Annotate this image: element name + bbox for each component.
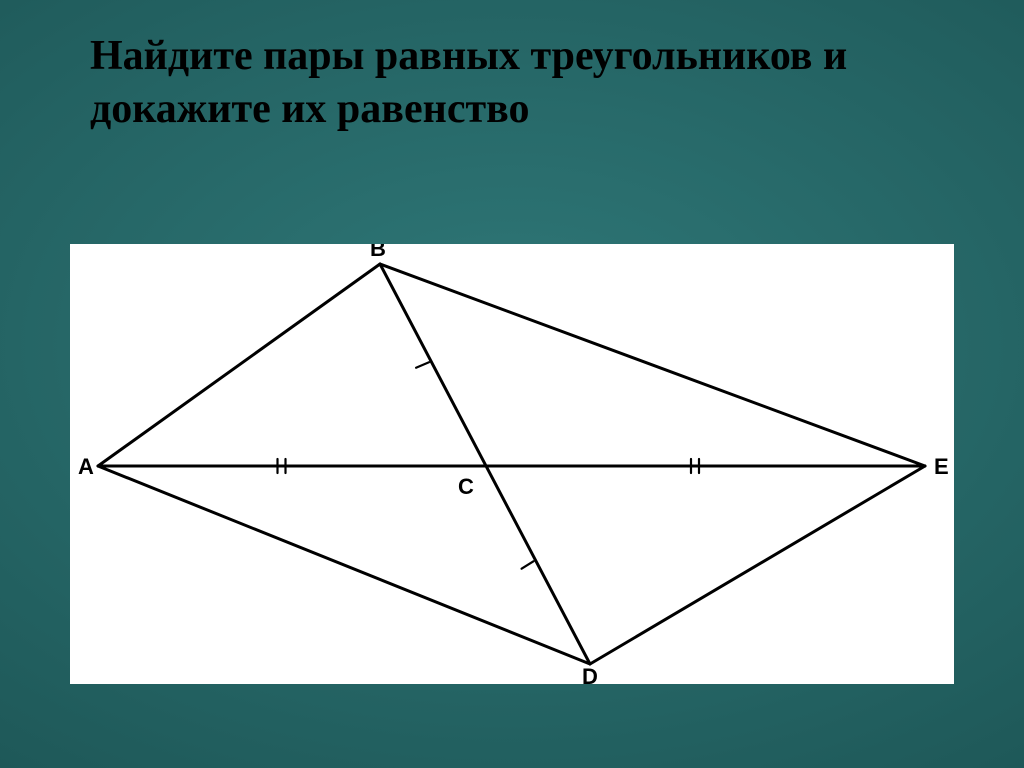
point-label-A: A xyxy=(78,454,94,479)
edge-A-B xyxy=(98,264,380,466)
geometry-diagram: A B C D E xyxy=(70,244,954,684)
tick-BC-1 xyxy=(416,362,429,367)
point-label-D: D xyxy=(582,664,598,684)
tick-CD-1 xyxy=(522,561,534,568)
slide-root: Найдите пары равных треугольников и дока… xyxy=(0,0,1024,768)
edge-D-E xyxy=(590,466,925,664)
point-label-B: B xyxy=(370,244,386,261)
diagram-container: A B C D E xyxy=(70,244,954,684)
edge-A-D xyxy=(98,466,590,664)
problem-heading: Найдите пары равных треугольников и дока… xyxy=(90,30,950,135)
point-label-E: E xyxy=(934,454,949,479)
point-label-C: C xyxy=(458,474,474,499)
problem-heading-text: Найдите пары равных треугольников и дока… xyxy=(90,33,847,132)
edge-B-D xyxy=(380,264,590,664)
edge-B-E xyxy=(380,264,925,466)
